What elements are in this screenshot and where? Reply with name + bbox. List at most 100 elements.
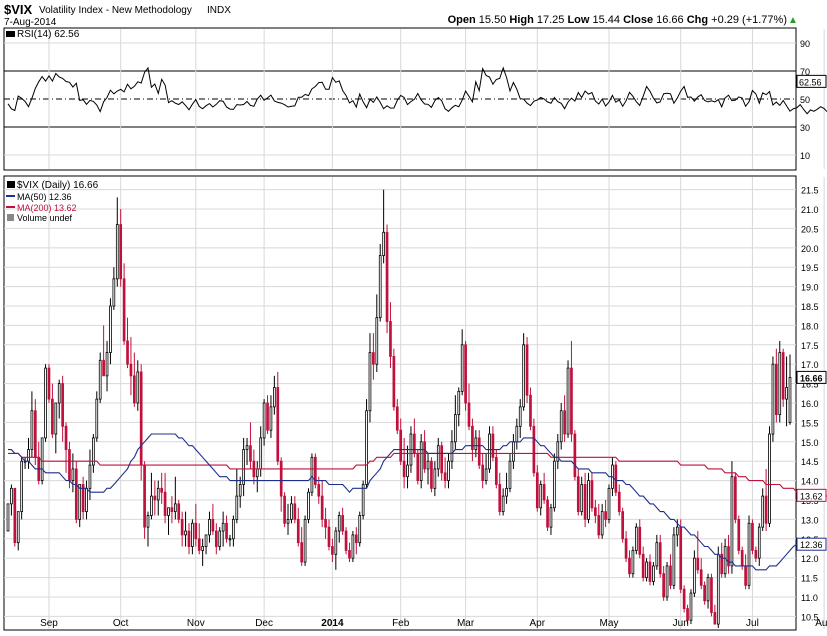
quote-date: 7-Aug-2014 <box>4 17 57 28</box>
candle-body <box>535 472 539 509</box>
candle-body <box>672 534 676 586</box>
price-tick-label: 17.0 <box>801 360 819 370</box>
price-tick-label: 19.0 <box>801 283 819 293</box>
candle-body <box>348 550 351 559</box>
candle-body <box>713 612 717 625</box>
candle-body <box>293 503 297 520</box>
candle-body <box>416 453 420 481</box>
quote-open-value: 15.50 <box>479 14 507 26</box>
rsi-line <box>7 66 827 115</box>
candle-body <box>607 487 611 520</box>
quote-close-value: 16.66 <box>656 14 684 26</box>
candle-body <box>47 367 51 400</box>
candle-body <box>372 352 375 365</box>
candle-body <box>129 363 133 377</box>
candle-body <box>119 224 123 280</box>
candle-body <box>16 511 20 544</box>
candle-body <box>365 410 368 485</box>
candle-body <box>139 371 143 466</box>
quote-high-label: High <box>506 14 537 26</box>
rsi-legend-label: RSI(14) 62.56 <box>17 29 80 40</box>
x-tick-label: Jun <box>673 618 689 629</box>
candle-body <box>689 592 693 621</box>
candle-body <box>235 495 239 520</box>
candle-body <box>778 352 782 416</box>
ma200-line <box>8 452 827 497</box>
candle-body <box>184 530 187 536</box>
price-legend-swatch <box>7 181 15 188</box>
candle-body <box>225 522 228 540</box>
candle-body <box>781 352 785 400</box>
candle-body <box>78 484 82 520</box>
x-tick-label: Aug <box>815 618 827 629</box>
candle-body <box>682 588 686 610</box>
candle-body <box>358 515 362 544</box>
price-tick-label: 12.0 <box>801 554 819 564</box>
candle-body <box>621 511 625 540</box>
candle-body <box>710 577 713 613</box>
candle-body <box>645 561 648 578</box>
candle-body <box>238 484 242 497</box>
candle-body <box>474 437 478 450</box>
candle-body <box>337 515 341 532</box>
quote-close-label: Close <box>620 14 656 26</box>
candle-body <box>785 387 788 400</box>
candle-body <box>539 484 543 509</box>
candle-body <box>180 518 184 536</box>
candle-body <box>389 321 392 357</box>
candle-body <box>10 487 13 505</box>
candle-body <box>553 460 556 509</box>
candle-body <box>614 464 618 493</box>
candle-body <box>296 518 300 544</box>
candle-body <box>532 425 536 474</box>
candle-body <box>696 557 700 571</box>
candle-body <box>327 526 331 547</box>
candle-body <box>413 433 416 454</box>
candle-body <box>191 522 194 547</box>
price-tick-label: 19.5 <box>801 263 819 273</box>
candle-body <box>262 402 266 439</box>
candle-body <box>580 484 584 513</box>
candle-body <box>74 468 78 520</box>
candle-body <box>573 433 577 478</box>
candle-body <box>88 464 92 489</box>
candle-body <box>95 398 99 439</box>
price-tick-label: 17.5 <box>801 341 819 351</box>
candle-body <box>259 437 263 470</box>
candle-body <box>771 363 775 435</box>
candle-body <box>525 344 529 396</box>
candle-body <box>515 425 519 443</box>
candle-body <box>57 383 61 404</box>
candle-body <box>92 437 95 466</box>
candle-body <box>354 534 358 544</box>
candle-body <box>177 503 181 520</box>
candle-body <box>518 406 522 427</box>
candle-body <box>208 518 211 536</box>
candle-body <box>498 484 502 513</box>
candle-body <box>351 534 355 559</box>
candle-body <box>484 468 488 481</box>
ma200-legend-label: MA(200) 13.62 <box>17 203 77 213</box>
candle-body <box>419 441 423 481</box>
candle-body <box>426 460 430 470</box>
candle-body <box>529 394 532 427</box>
candle-body <box>228 538 232 541</box>
candle-body <box>494 456 498 485</box>
candle-body <box>71 468 75 481</box>
x-tick-label: Feb <box>392 618 410 629</box>
candle-body <box>570 367 573 435</box>
price-value-box <box>796 488 827 502</box>
candle-body <box>501 495 505 513</box>
candle-body <box>204 534 208 547</box>
candle-body <box>6 503 10 532</box>
candle-body <box>85 487 88 513</box>
price-value-box <box>796 537 827 551</box>
rsi-legend-swatch <box>6 31 15 37</box>
candle-body <box>563 410 566 435</box>
price-tick-label: 15.5 <box>801 418 819 428</box>
candle-body <box>467 402 471 427</box>
price-tick-label: 11.5 <box>801 574 818 584</box>
candle-body <box>757 526 761 559</box>
candle-body <box>740 550 744 567</box>
